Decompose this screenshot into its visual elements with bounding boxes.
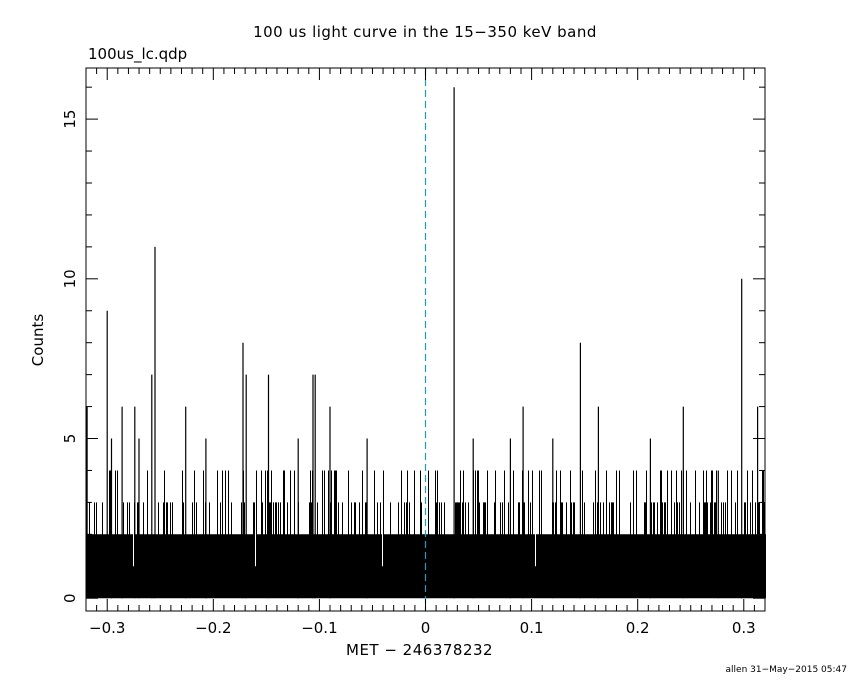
file-name-label: 100us_lc.qdp [88, 45, 188, 63]
x-axis-label: MET − 246378232 [346, 641, 494, 659]
x-tick-label: −0.2 [195, 619, 231, 637]
y-axis-label: Counts [29, 313, 47, 367]
x-tick-label: 0.1 [520, 619, 544, 637]
axis-tick-labels: −0.3 −0.2 −0.1 0 0.1 0.2 0.3 0 5 10 15 [61, 110, 756, 637]
x-tick-label: −0.1 [301, 619, 337, 637]
y-tick-label: 0 [61, 593, 79, 603]
chart-title: 100 us light curve in the 15−350 keV ban… [253, 23, 597, 41]
x-tick-label: 0 [421, 619, 431, 637]
x-tick-label: −0.3 [89, 619, 125, 637]
y-tick-label: 5 [61, 434, 79, 444]
footer-stamp: allen 31−May−2015 05:47 [725, 665, 847, 675]
x-tick-label: 0.3 [732, 619, 756, 637]
y-tick-label: 15 [61, 110, 79, 129]
histogram-bars [86, 87, 766, 599]
axis-ticks [85, 68, 766, 611]
x-tick-label: 0.2 [626, 619, 650, 637]
y-tick-label: 10 [61, 269, 79, 288]
